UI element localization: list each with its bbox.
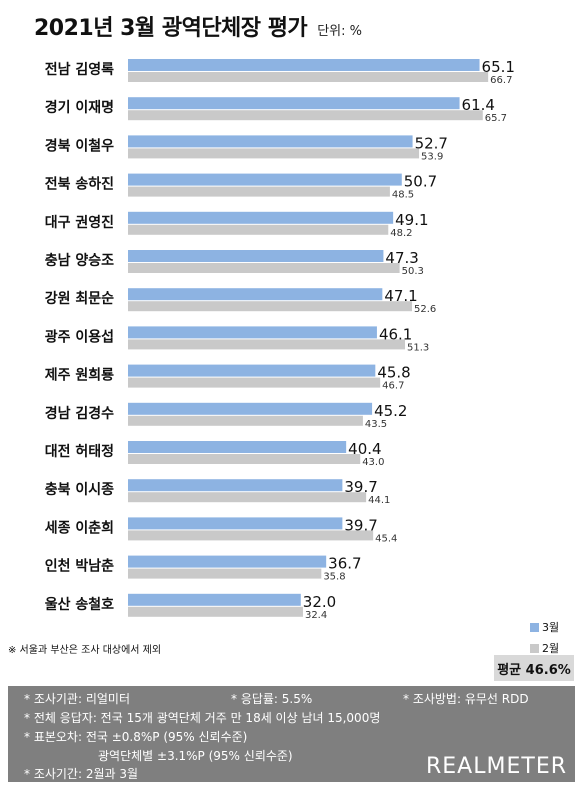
value-label-february: 52.6 <box>414 304 436 315</box>
category-label: 경남 김경수 <box>45 405 114 422</box>
value-label-march: 47.1 <box>384 287 417 305</box>
bar-february <box>128 415 363 426</box>
value-label-march: 49.1 <box>395 211 428 229</box>
value-label-february: 66.7 <box>490 75 512 86</box>
chart-title-area: 2021년 3월 광역단체장 평가 단위: % <box>34 10 362 42</box>
value-label-march: 40.4 <box>348 440 381 458</box>
value-label-march: 32.0 <box>303 593 336 611</box>
value-label-march: 45.2 <box>374 402 407 420</box>
bar-february <box>128 263 400 273</box>
bar-february <box>128 301 413 312</box>
category-label: 전북 송하진 <box>45 176 114 193</box>
value-label-february: 44.1 <box>368 495 390 506</box>
legend-item-march: 3월 <box>530 617 559 638</box>
bar-march <box>128 593 301 606</box>
value-label-february: 48.2 <box>390 228 412 239</box>
value-label-february: 48.5 <box>392 190 414 201</box>
legend-swatch-february <box>530 644 539 653</box>
bar-march <box>128 326 377 339</box>
bar-march <box>128 211 394 224</box>
category-label: 광주 이용섭 <box>45 328 114 345</box>
value-label-march: 61.4 <box>462 96 495 114</box>
value-label-march: 39.7 <box>344 516 377 534</box>
footer-response-rate: * 응답률: 5.5% <box>231 692 313 706</box>
bar-march <box>128 479 343 492</box>
bar-february <box>128 492 367 503</box>
bar-march <box>128 135 413 148</box>
value-label-february: 50.3 <box>402 266 424 277</box>
category-label: 충북 이시종 <box>45 481 114 498</box>
bar-february <box>128 148 420 159</box>
value-label-march: 65.1 <box>482 58 515 76</box>
value-label-march: 45.8 <box>377 364 410 382</box>
footer-respondents: * 전체 응답자: 전국 15개 광역단체 거주 만 18세 이상 남녀 15,… <box>24 711 381 725</box>
value-label-february: 46.7 <box>382 381 404 392</box>
value-label-march: 52.7 <box>415 134 448 152</box>
average-badge: 평균 46.6% <box>494 655 574 681</box>
exclusion-note: ※ 서울과 부산은 조사 대상에서 제외 <box>8 645 162 656</box>
bar-february <box>128 110 483 121</box>
survey-info-footer: * 조사기관: 리얼미터 * 응답률: 5.5% * 조사방법: 유무선 RDD… <box>8 686 575 782</box>
category-label: 전남 김영록 <box>45 61 114 78</box>
bar-march <box>128 555 327 568</box>
footer-method: * 조사방법: 유무선 RDD <box>403 692 529 706</box>
value-label-february: 35.8 <box>323 572 345 583</box>
category-label: 경기 이재명 <box>45 99 114 116</box>
legend-item-february: 2월 <box>530 638 559 659</box>
bar-february <box>128 530 374 541</box>
category-label: 경북 이철우 <box>45 137 114 154</box>
category-label: 대전 허태정 <box>45 443 114 460</box>
bar-march <box>128 288 383 301</box>
footer-period: * 조사기간: 2월과 3월 <box>24 767 139 781</box>
value-label-march: 36.7 <box>328 555 361 573</box>
value-label-february: 43.0 <box>362 457 384 468</box>
legend-label-march: 3월 <box>542 621 560 634</box>
category-label: 충남 양승조 <box>45 252 114 269</box>
bar-march <box>128 364 376 377</box>
category-label: 세종 이춘희 <box>45 519 114 536</box>
bar-february <box>128 186 390 197</box>
bar-february <box>128 377 381 388</box>
bar-march <box>128 402 373 415</box>
value-label-march: 50.7 <box>404 173 437 191</box>
footer-agency: * 조사기관: 리얼미터 <box>24 692 130 706</box>
category-label: 강원 최문순 <box>45 290 114 307</box>
legend-label-february: 2월 <box>542 642 560 655</box>
bar-february <box>128 454 361 464</box>
value-label-march: 46.1 <box>379 325 412 343</box>
value-label-february: 45.4 <box>375 533 397 544</box>
bar-february <box>128 224 389 235</box>
brand-logo: REALMETER <box>426 754 567 779</box>
bar-february <box>128 606 303 617</box>
bar-february <box>128 568 322 579</box>
bar-march <box>128 173 402 186</box>
category-label: 울산 송철호 <box>45 596 114 613</box>
value-label-march: 47.3 <box>385 249 418 267</box>
category-label: 제주 원희룡 <box>45 368 114 384</box>
bar-march <box>128 517 343 530</box>
value-label-february: 51.3 <box>407 342 429 353</box>
bar-chart: 전남 김영록 65.166.7 경기 이재명 61.465.7 경북 이철우 52.753… <box>45 58 515 621</box>
bar-february <box>128 339 406 350</box>
category-label: 인천 박남춘 <box>45 558 114 575</box>
bar-march <box>128 441 347 453</box>
legend-swatch-march <box>530 623 539 632</box>
value-label-february: 53.9 <box>421 151 443 162</box>
category-label: 대구 권영진 <box>45 214 114 231</box>
value-label-february: 43.5 <box>365 419 387 430</box>
bar-march <box>128 97 460 110</box>
legend: 3월 2월 <box>530 617 559 659</box>
bar-march <box>128 59 480 71</box>
footer-error-regional: 광역단체별 ±3.1%P (95% 신뢰수준) <box>98 749 293 763</box>
unit-label: 단위: % <box>317 24 362 39</box>
bar-february <box>128 72 489 82</box>
value-label-march: 39.7 <box>344 478 377 496</box>
value-label-february: 32.4 <box>305 610 327 621</box>
chart-title: 2021년 3월 광역단체장 평가 <box>34 16 308 41</box>
bar-march <box>128 250 384 262</box>
footer-error: * 표본오차: 전국 ±0.8%P (95% 신뢰수준) <box>24 730 248 744</box>
value-label-february: 65.7 <box>485 113 507 124</box>
